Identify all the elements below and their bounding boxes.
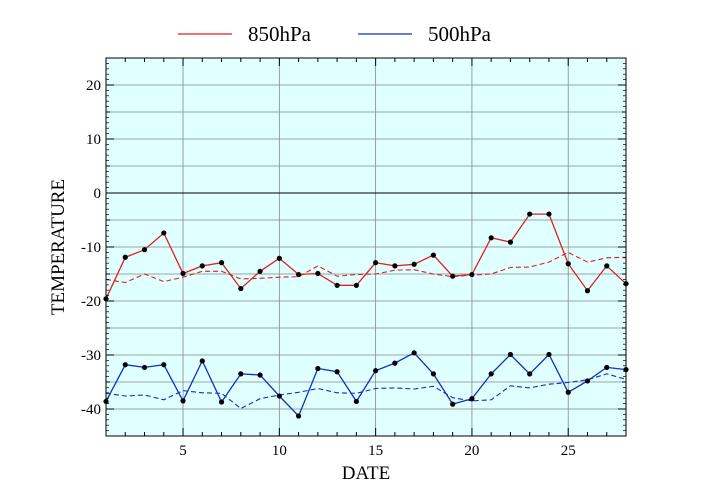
data-point-500hpa [527, 371, 533, 377]
data-point-850hpa [141, 247, 148, 253]
x-tick-label: 15 [368, 443, 383, 459]
legend: 850hPa 500hPa [178, 22, 492, 46]
data-point-500hpa [180, 398, 186, 404]
legend-label-850hpa: 850hPa [248, 22, 312, 46]
data-point-850hpa [488, 235, 494, 241]
data-point-500hpa [141, 364, 148, 371]
data-point-850hpa [315, 270, 321, 277]
data-point-500hpa [565, 389, 571, 395]
data-point-500hpa [584, 378, 591, 384]
y-tick-label: -20 [81, 294, 101, 310]
data-point-850hpa [584, 288, 591, 294]
x-tick-label: 10 [272, 443, 287, 459]
data-point-850hpa [122, 254, 128, 260]
data-point-850hpa [334, 282, 340, 288]
data-point-500hpa [315, 365, 321, 372]
data-point-850hpa [353, 282, 359, 288]
data-point-500hpa [488, 371, 494, 377]
x-tick-label: 25 [561, 443, 576, 459]
data-point-850hpa [276, 255, 282, 261]
data-point-500hpa [546, 351, 552, 358]
x-tick-label: 5 [179, 443, 187, 459]
data-point-850hpa [450, 273, 456, 279]
x-axis-label: DATE [342, 463, 391, 484]
axis-ticks: 5 10 15 20 25 -40 -30 -20 -10 0 10 20 [81, 57, 627, 459]
data-point-850hpa [238, 285, 244, 292]
x-tick-label: 20 [464, 443, 479, 459]
data-point-850hpa [469, 271, 475, 278]
data-point-500hpa [373, 368, 379, 374]
data-point-500hpa [604, 364, 610, 371]
data-point-500hpa [218, 399, 225, 405]
data-point-500hpa [450, 401, 456, 407]
data-point-500hpa [334, 369, 340, 375]
climatology-line-500hpa [105, 373, 627, 410]
data-point-500hpa [199, 358, 205, 364]
y-tick-label: 10 [86, 132, 101, 148]
data-point-850hpa [411, 261, 417, 267]
y-tick-label: 20 [86, 78, 101, 94]
data-point-500hpa [469, 396, 475, 402]
y-tick-label: -40 [81, 402, 101, 418]
series-layer [103, 211, 629, 419]
data-point-500hpa [507, 351, 514, 358]
data-point-500hpa [430, 371, 437, 377]
legend-label-500hpa: 500hPa [428, 22, 492, 46]
data-point-850hpa [161, 230, 167, 236]
data-point-850hpa [373, 260, 379, 266]
climatology-line-850hpa [105, 251, 627, 284]
data-point-500hpa [411, 350, 417, 356]
y-axis-label: TEMPERATURE [48, 179, 69, 315]
data-point-850hpa [565, 261, 571, 267]
data-point-500hpa [353, 398, 359, 405]
data-point-850hpa [295, 271, 302, 278]
data-point-850hpa [180, 270, 186, 277]
series-line-850hpa [105, 213, 627, 300]
data-point-850hpa [392, 263, 398, 269]
data-point-850hpa [218, 260, 225, 266]
data-point-850hpa [604, 263, 610, 269]
data-point-850hpa [546, 211, 552, 217]
data-point-850hpa [507, 239, 514, 245]
data-point-850hpa [199, 263, 205, 269]
data-point-500hpa [295, 413, 302, 419]
data-point-850hpa [430, 252, 437, 258]
data-point-500hpa [257, 372, 263, 378]
y-tick-label: 0 [94, 186, 102, 202]
data-point-500hpa [122, 362, 128, 368]
data-point-850hpa [257, 268, 263, 274]
series-line-500hpa [105, 351, 627, 418]
y-tick-label: -10 [81, 240, 101, 256]
data-point-850hpa [527, 211, 533, 217]
data-point-500hpa [276, 393, 282, 399]
y-tick-label: -30 [81, 348, 101, 364]
data-point-500hpa [161, 362, 167, 368]
data-point-500hpa [238, 371, 244, 377]
data-point-500hpa [392, 360, 398, 366]
